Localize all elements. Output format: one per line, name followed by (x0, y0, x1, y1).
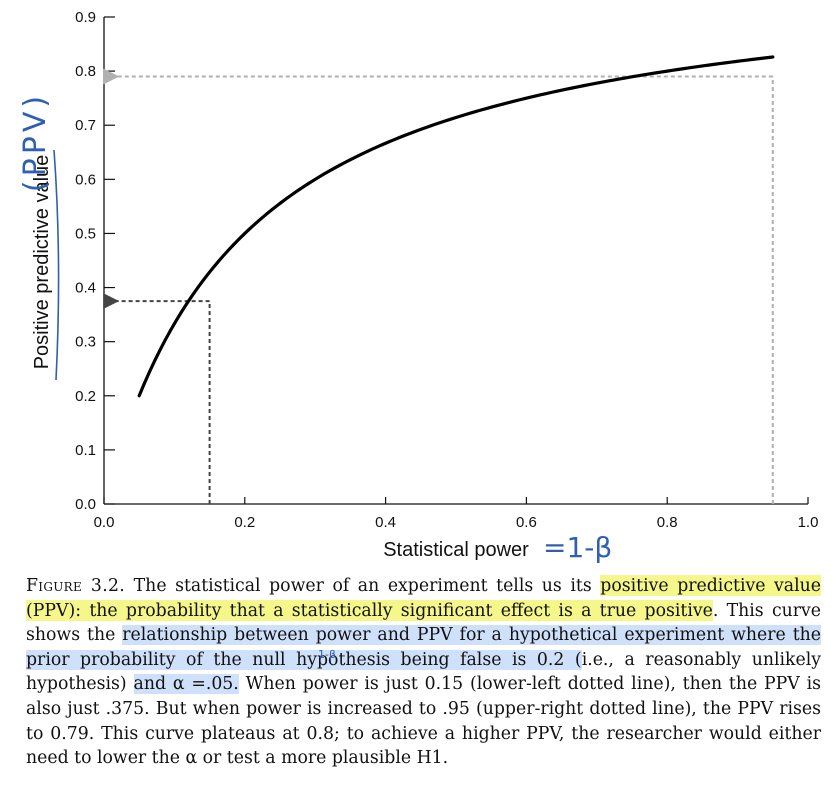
y-tick-label: 0.2 (75, 388, 96, 405)
y-tick-label: 0.6 (75, 171, 96, 188)
y-tick-label: 0.0 (75, 496, 96, 513)
beta-handwritten-note: 1-β (318, 648, 336, 661)
ppv-power-chart: 0.0 0.2 0.4 0.6 0.8 1.0 0.0 0.1 0.2 0.3 0.4 0.5 0.6… (18, 9, 819, 564)
figure-label: Figure 3.2. (26, 576, 126, 596)
y-tick-label: 0.9 (75, 9, 96, 26)
y-tick-label: 0.7 (75, 117, 96, 134)
x-tick-label: 0.4 (375, 514, 396, 531)
reference-lines (103, 68, 774, 504)
caption-sentence-7: When power is just 0.15 (lower-left dott… (26, 674, 822, 769)
x-ticks: 0.0 0.2 0.4 0.6 0.8 1.0 (94, 497, 819, 531)
caption-sentence-3: . This curve shows the (26, 600, 822, 646)
x-tick-label: 1.0 (798, 514, 819, 531)
caption-highlight-alpha: and α =.05. (133, 674, 239, 695)
figure-caption: Figure 3.2. The statistical power of an … (26, 574, 821, 771)
y-tick-label: 0.8 (75, 63, 96, 80)
caption-sentence-1: The statistical power of an experiment t… (133, 576, 592, 596)
x-tick-label: 0.8 (657, 514, 678, 531)
x-tick-label: 0.0 (94, 514, 115, 531)
y-ticks: 0.0 0.1 0.2 0.3 0.4 0.5 0.6 0.7 0.8 0.9 (75, 9, 115, 513)
ylabel-underline (53, 149, 60, 381)
y-axis-label: Positive predictive value (31, 155, 53, 370)
ylabel-handwritten: (PPV) (18, 92, 53, 192)
y-tick-label: 0.1 (75, 442, 96, 459)
xlabel-handwritten: =1-β (543, 531, 612, 564)
x-tick-label: 0.2 (234, 514, 255, 531)
x-axis-label: Statistical power (383, 539, 529, 561)
ppv-curve (137, 55, 775, 398)
y-tick-label: 0.5 (75, 225, 96, 242)
axes (103, 17, 808, 505)
x-tick-label: 0.6 (516, 514, 537, 531)
caption-sentence-5: i.e., a reasonably unlikely hypothesis) (26, 649, 822, 695)
y-tick-label: 0.4 (75, 280, 96, 297)
y-tick-label: 0.3 (75, 334, 96, 351)
